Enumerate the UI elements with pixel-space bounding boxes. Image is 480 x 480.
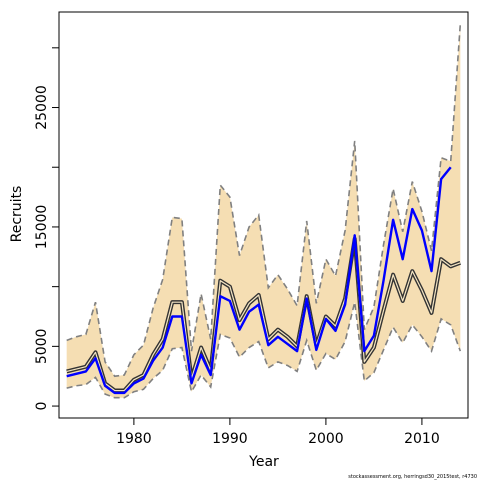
y-tick-label: 5000 xyxy=(34,329,50,365)
x-tick-label: 1990 xyxy=(212,431,248,447)
x-axis-title: Year xyxy=(248,454,279,470)
footnote: stockassessment.org, herringsd30_2015tes… xyxy=(348,474,477,480)
x-tick-label: 2010 xyxy=(404,431,440,447)
estimate-line-inner xyxy=(66,238,461,392)
x-tick-label: 2000 xyxy=(308,431,344,447)
y-axis: 0 5000 15000 25000 xyxy=(34,47,59,411)
lower-bound-line xyxy=(66,301,462,399)
y-tick-label: 25000 xyxy=(34,85,50,130)
confidence-band xyxy=(66,23,461,398)
x-tick-label: 1980 xyxy=(116,431,152,447)
plot-frame xyxy=(58,11,469,419)
x-axis: 1980 1990 2000 2010 xyxy=(116,418,440,447)
blue-series-line xyxy=(66,166,452,395)
y-tick-label: 15000 xyxy=(34,205,50,250)
y-axis-title: Recruits xyxy=(9,186,25,243)
y-tick-label: 0 xyxy=(34,402,50,411)
plot-area xyxy=(66,23,462,399)
